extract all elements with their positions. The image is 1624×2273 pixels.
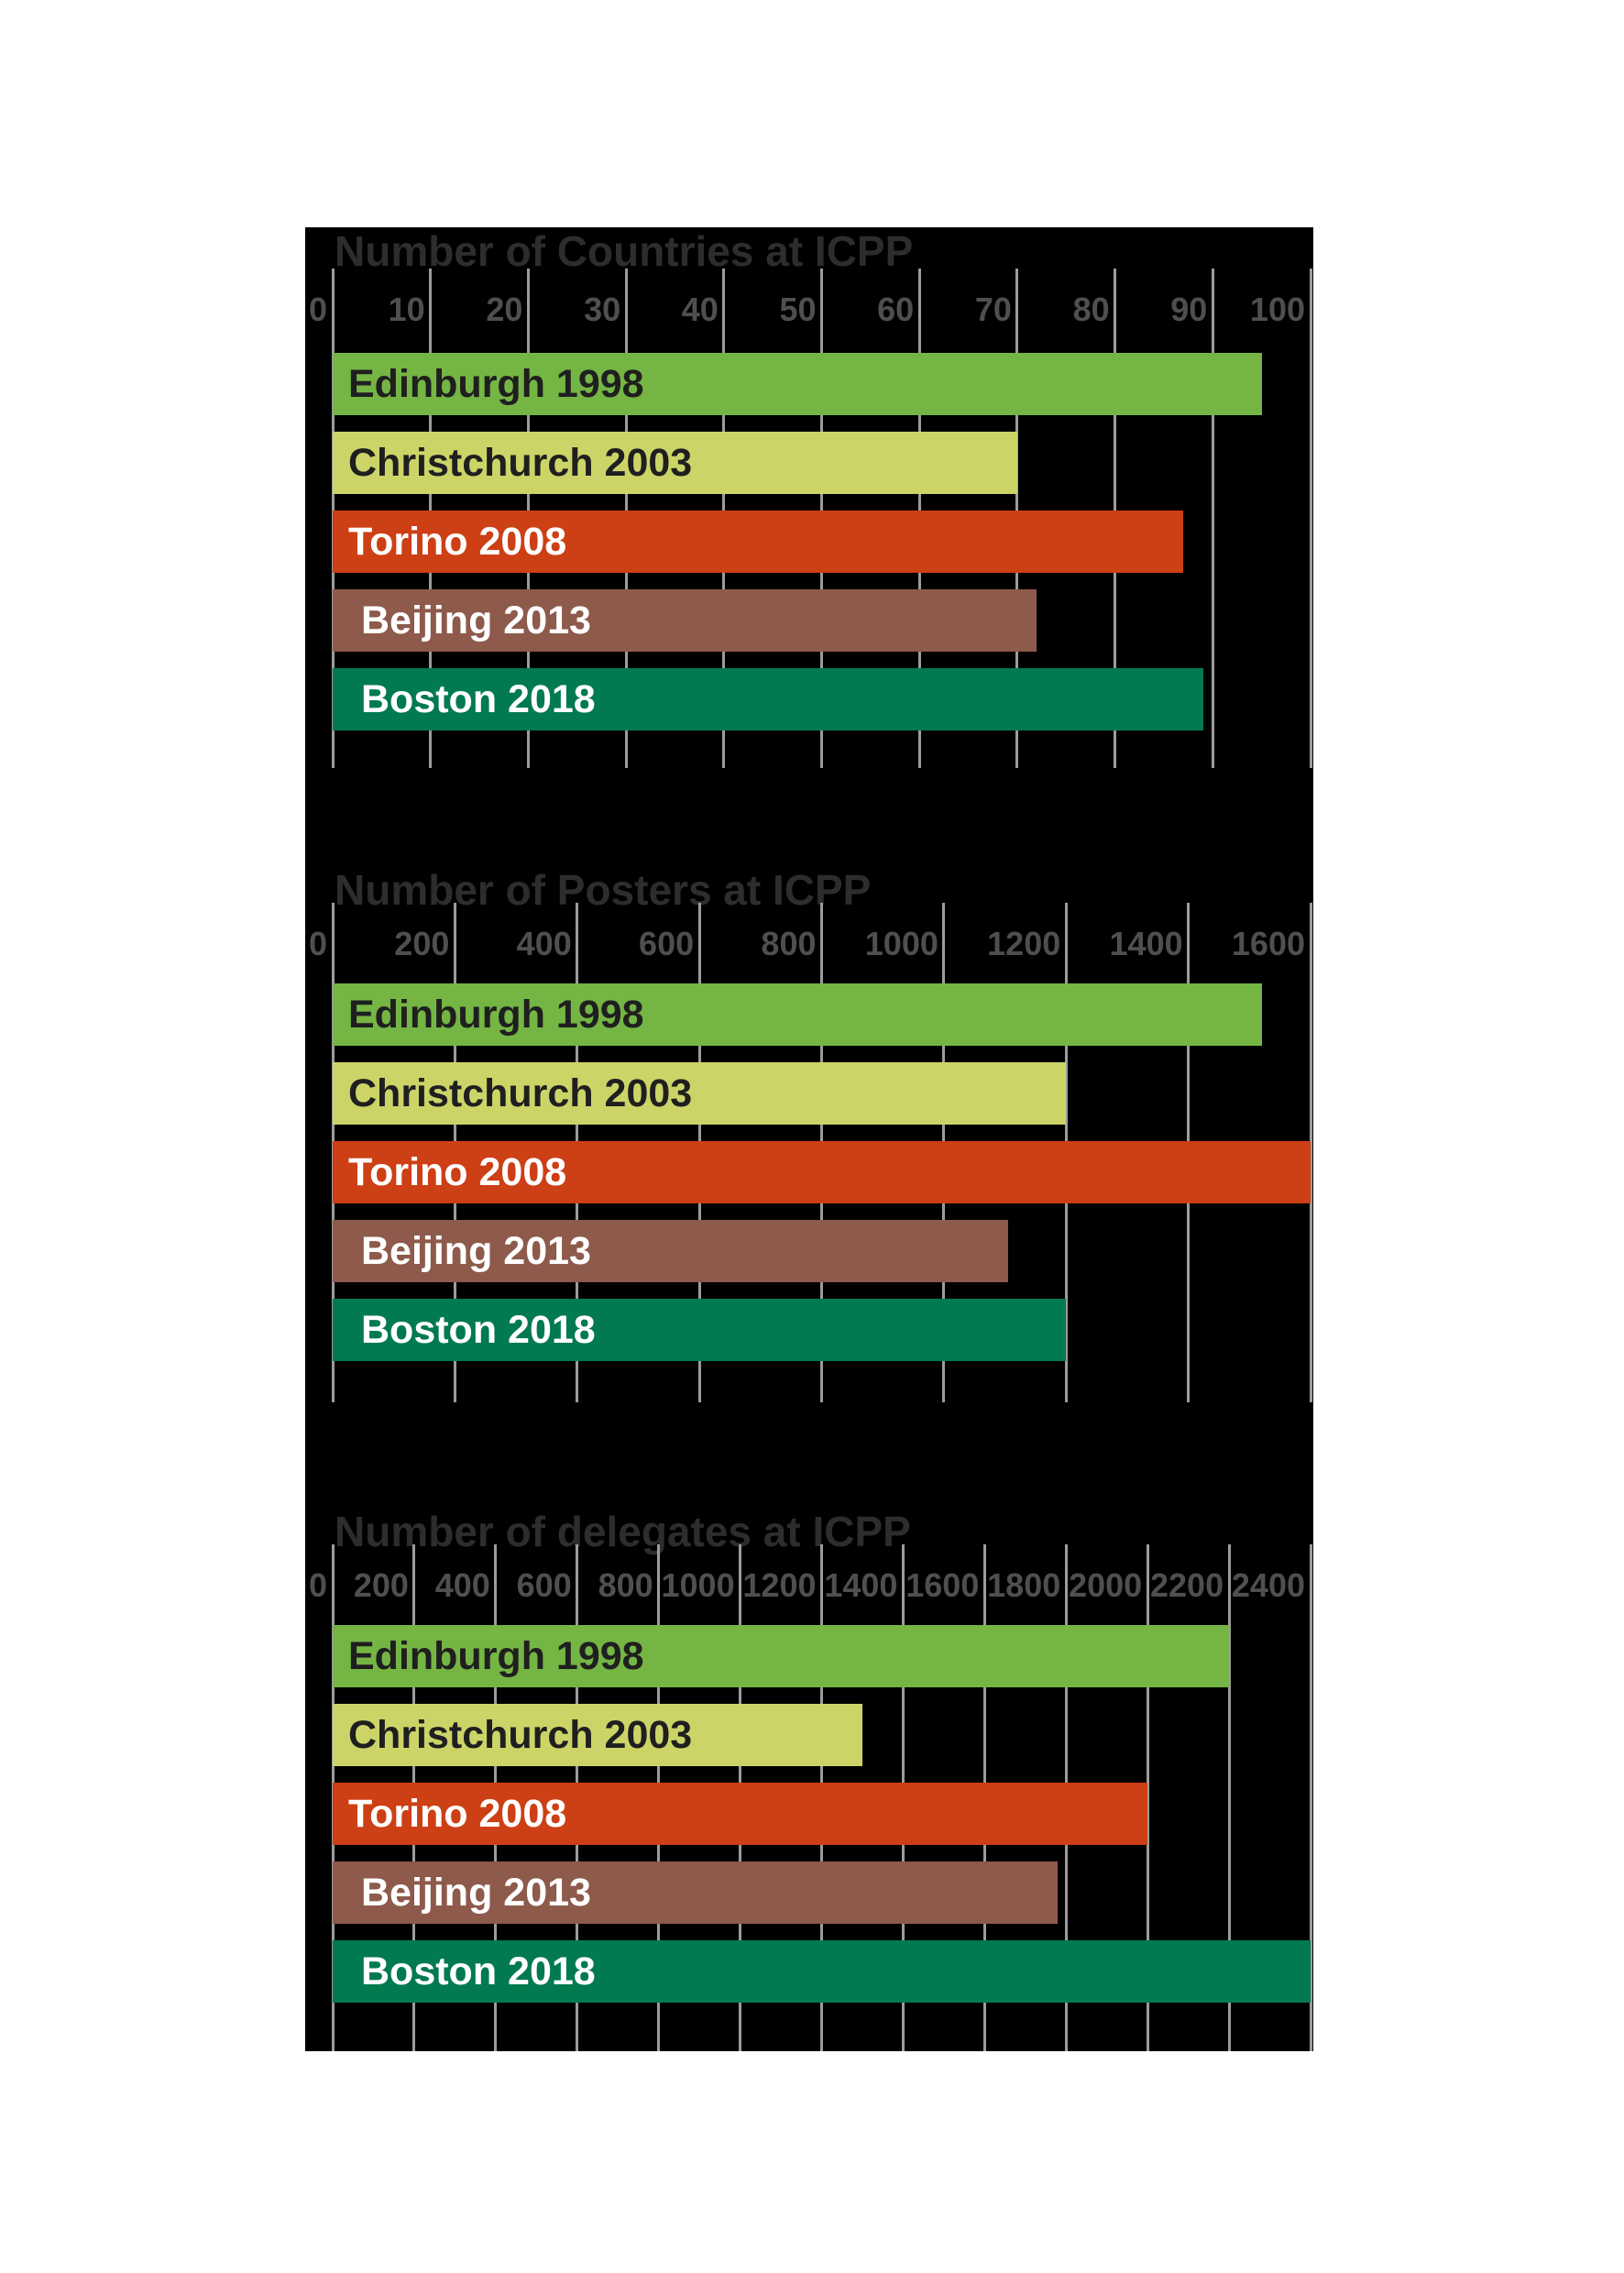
axis-tick-label: 200 <box>353 1566 409 1604</box>
axis-tick-label: 600 <box>516 1566 572 1604</box>
axis-tick-label: 1800 <box>987 1566 1061 1604</box>
axis-tick-label: 0 <box>308 291 327 328</box>
axis-tick-label: 80 <box>1072 291 1110 328</box>
axis-tick-label: 800 <box>761 925 817 962</box>
axis-tick-label: 1200 <box>987 925 1061 962</box>
axis-tick-label: 30 <box>584 291 621 328</box>
bar-label: Torino 2008 <box>348 519 567 564</box>
bar-label: Beijing 2013 <box>361 1870 591 1915</box>
axis-tick-label: 600 <box>639 925 695 962</box>
bar-label: Boston 2018 <box>361 676 596 721</box>
axis-tick-label: 2000 <box>1069 1566 1143 1604</box>
axis-tick-label: 1400 <box>824 1566 898 1604</box>
axis-tick-label: 1000 <box>864 925 938 962</box>
bar-label: Boston 2018 <box>361 1949 596 1993</box>
bar-boston-2018: Boston 2018 <box>333 1940 1311 2003</box>
bar-label: Edinburgh 1998 <box>348 992 644 1037</box>
axis-tick-label: 1600 <box>1231 925 1305 962</box>
axis-tick-label: 50 <box>779 291 817 328</box>
bar-boston-2018: Boston 2018 <box>333 668 1203 730</box>
gridline <box>1211 269 1214 768</box>
gridline <box>1227 1544 1231 2051</box>
bar-label: Christchurch 2003 <box>348 440 693 485</box>
axis-tick-label: 400 <box>434 1566 490 1604</box>
axis-tick-label: 1600 <box>905 1566 980 1604</box>
axis-tick-label: 1200 <box>742 1566 817 1604</box>
bar-label: Edinburgh 1998 <box>348 361 644 406</box>
axis-tick-label: 800 <box>598 1566 653 1604</box>
gridline <box>1309 1544 1312 2051</box>
axis-tick-label: 0 <box>308 925 327 962</box>
bar-torino-2008: Torino 2008 <box>333 1783 1147 1845</box>
bar-christchurch-2003: Christchurch 2003 <box>333 432 1017 494</box>
chart-title-countries: Number of Countries at ICPP <box>335 227 914 275</box>
bar-boston-2018: Boston 2018 <box>333 1299 1066 1361</box>
bar-christchurch-2003: Christchurch 2003 <box>333 1704 862 1766</box>
bar-edinburgh-1998: Edinburgh 1998 <box>333 353 1262 415</box>
chart-title-delegates: Number of delegates at ICPP <box>335 1508 911 1555</box>
bar-label: Edinburgh 1998 <box>348 1633 644 1678</box>
bar-torino-2008: Torino 2008 <box>333 511 1183 573</box>
axis-tick-label: 1400 <box>1109 925 1183 962</box>
icpp-stats-figure: Number of Countries at ICPP 0 10 20 30 40 50 6… <box>305 227 1313 2051</box>
axis-tick-label: 2400 <box>1231 1566 1305 1604</box>
bar-beijing-2013: Beijing 2013 <box>333 1220 1008 1282</box>
bar-label: Boston 2018 <box>361 1307 596 1352</box>
bar-label: Torino 2008 <box>348 1791 567 1836</box>
bar-label: Beijing 2013 <box>361 1228 591 1273</box>
bar-label: Torino 2008 <box>348 1149 567 1194</box>
axis-tick-label: 0 <box>308 1566 327 1604</box>
bar-beijing-2013: Beijing 2013 <box>333 1861 1058 1924</box>
bar-edinburgh-1998: Edinburgh 1998 <box>333 1625 1229 1687</box>
axis-tick-label: 400 <box>516 925 572 962</box>
gridline <box>1146 1544 1149 2051</box>
bar-label: Beijing 2013 <box>361 598 591 642</box>
axis-tick-label: 10 <box>388 291 425 328</box>
axis-tick-label: 100 <box>1249 291 1305 328</box>
gridline <box>1309 269 1312 768</box>
axis-tick-label: 70 <box>974 291 1012 328</box>
bar-label: Christchurch 2003 <box>348 1071 693 1115</box>
axis-tick-label: 60 <box>877 291 915 328</box>
gridline <box>1309 903 1312 1402</box>
axis-tick-label: 40 <box>681 291 719 328</box>
bar-beijing-2013: Beijing 2013 <box>333 589 1037 652</box>
axis-tick-label: 1000 <box>661 1566 735 1604</box>
chart-title-posters: Number of Posters at ICPP <box>335 866 872 914</box>
bar-edinburgh-1998: Edinburgh 1998 <box>333 983 1262 1046</box>
axis-tick-label: 20 <box>486 291 523 328</box>
axis-tick-label: 2200 <box>1150 1566 1224 1604</box>
bar-torino-2008: Torino 2008 <box>333 1141 1311 1203</box>
axis-tick-label: 90 <box>1170 291 1208 328</box>
bar-label: Christchurch 2003 <box>348 1712 693 1757</box>
bar-christchurch-2003: Christchurch 2003 <box>333 1062 1066 1125</box>
axis-tick-label: 200 <box>394 925 450 962</box>
